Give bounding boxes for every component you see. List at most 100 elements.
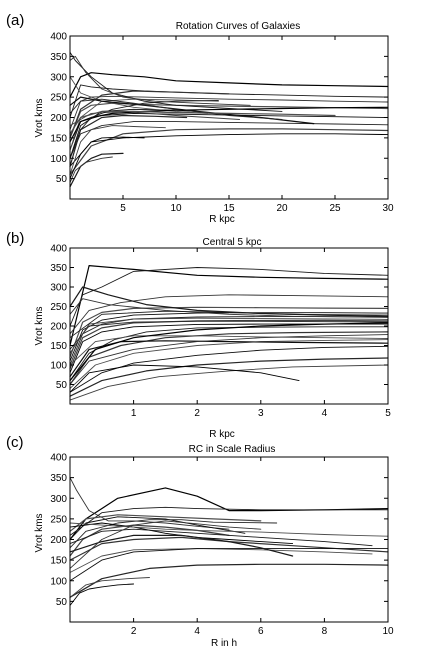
panel-c: (c) RC in Scale Radius R in h Vrot kms 2… <box>6 434 394 649</box>
panel-c-y-tick-label: 100 <box>50 576 67 587</box>
panel-a-y-tick-label: 150 <box>50 133 67 144</box>
panel-c-x-axis-label: R in h <box>211 638 237 649</box>
panel-b-rotation-curve-20 <box>69 320 389 350</box>
panel-b-rotation-curve-23 <box>69 310 389 339</box>
panel-b-y-tick-label: 250 <box>50 302 67 313</box>
panel-a: (a) Rotation Curves of Galaxies R kpc Vr… <box>6 12 394 225</box>
panel-b-x-tick-label: 4 <box>322 408 328 419</box>
panel-c-rotation-curve-15 <box>69 583 135 606</box>
panel-a-rotation-curve-3 <box>69 95 389 131</box>
panel-a-rotation-curve-5 <box>69 112 389 151</box>
panel-b-y-tick-label: 50 <box>56 380 68 391</box>
panel-a-rotation-curve-14 <box>69 125 166 176</box>
panel-a-rotation-curve-24 <box>69 55 251 106</box>
panel-a-letter: (a) <box>6 12 24 29</box>
panel-c-y-tick-label: 350 <box>50 473 67 484</box>
panel-c-title: RC in Scale Radius <box>189 444 276 455</box>
panel-c-plot-frame <box>69 456 389 623</box>
panel-a-rotation-curve-6 <box>69 121 389 159</box>
panel-b-rotation-curve-13 <box>69 357 389 397</box>
panel-c-curves <box>69 477 389 606</box>
panel-a-rotation-curve-23 <box>69 99 219 159</box>
panel-a-rotation-curve-17 <box>69 156 113 184</box>
panel-a-ticks: 5 10 15 20 25 30 50 100 150 200 250 300 350 400 <box>50 32 394 215</box>
panel-b-y-tick-label: 200 <box>50 322 67 333</box>
panel-b-plot-frame <box>69 247 389 405</box>
panel-a-y-tick-label: 100 <box>50 154 67 165</box>
panel-c-rotation-curve-17 <box>69 520 262 569</box>
panel-b-rotation-curve-17 <box>69 298 389 318</box>
panel-a-y-tick-label: 250 <box>50 93 67 104</box>
panel-c-rotation-curve-11 <box>69 548 373 573</box>
panel-b-rotation-curve-14 <box>69 364 389 401</box>
panel-c-ticks: 2 4 6 8 10 50 100 150 200 250 300 350 400 <box>50 453 394 638</box>
panel-b-rotation-curve-19 <box>69 340 389 378</box>
panel-a-rotation-curve-18 <box>69 76 209 114</box>
panel-c-x-tick-label: 10 <box>382 626 394 637</box>
panel-b-y-axis-label: Vrot kms <box>34 306 45 345</box>
panel-b-rotation-curve-12 <box>69 345 389 393</box>
panel-a-rotation-curve-11 <box>69 98 219 151</box>
panel-a-rotation-curve-22 <box>69 106 389 143</box>
panel-b-y-tick-label: 300 <box>50 283 67 294</box>
panel-a-rotation-curve-15 <box>69 136 145 180</box>
panel-c-x-tick-label: 2 <box>131 626 137 637</box>
panel-c-y-tick-label: 150 <box>50 556 67 567</box>
panel-c-rotation-curve-2 <box>69 506 389 536</box>
panel-b-rotation-curve-18 <box>69 335 389 366</box>
panel-b-y-tick-label: 100 <box>50 361 67 372</box>
panel-b-x-tick-label: 1 <box>131 408 137 419</box>
panel-a-rotation-curve-25 <box>69 110 336 135</box>
panel-c-rotation-curve-6 <box>69 519 278 549</box>
panel-b-ticks: 1 2 3 4 5 50 100 150 200 250 300 350 400 <box>50 244 391 420</box>
panel-c-y-tick-label: 300 <box>50 494 67 505</box>
panel-c-y-tick-label: 400 <box>50 453 67 464</box>
panel-b-y-tick-label: 150 <box>50 341 67 352</box>
panel-c-y-tick-label: 250 <box>50 514 67 525</box>
panel-a-x-tick-label: 5 <box>120 203 126 214</box>
panel-c-rotation-curve-9 <box>69 528 373 547</box>
panel-c-x-tick-label: 4 <box>194 626 200 637</box>
panel-b-x-tick-label: 3 <box>258 408 264 419</box>
panel-c-rotation-curve-8 <box>69 522 294 545</box>
panel-a-x-tick-label: 20 <box>276 203 288 214</box>
panel-a-title: Rotation Curves of Galaxies <box>176 21 301 32</box>
panel-a-x-tick-label: 15 <box>223 203 235 214</box>
panel-a-rotation-curve-7 <box>69 128 389 176</box>
panel-a-x-tick-label: 30 <box>382 203 394 214</box>
panel-c-rotation-curve-12 <box>69 548 389 582</box>
panel-b-rotation-curve-22 <box>69 322 389 382</box>
panel-a-x-tick-label: 10 <box>170 203 182 214</box>
panel-b-x-tick-label: 2 <box>194 408 200 419</box>
panel-b-y-tick-label: 350 <box>50 263 67 274</box>
panel-b-x-axis-label: R kpc <box>209 429 235 440</box>
panel-c-y-tick-label: 200 <box>50 535 67 546</box>
panel-c-y-axis-label: Vrot kms <box>34 513 45 552</box>
panel-b-rotation-curve-15 <box>69 364 300 393</box>
panel-b-y-tick-label: 400 <box>50 244 67 255</box>
panel-b-rotation-curve-1 <box>69 265 389 347</box>
panel-a-rotation-curve-8 <box>69 133 389 167</box>
panel-b-rotation-curve-8 <box>69 323 389 374</box>
panel-b-title: Central 5 kpc <box>203 237 262 248</box>
panel-c-rotation-curve-13 <box>69 563 389 598</box>
panel-b-rotation-curve-4 <box>69 306 389 358</box>
panel-c-rotation-curve-18 <box>69 522 389 537</box>
panel-a-y-axis-label: Vrot kms <box>34 98 45 137</box>
panel-c-rotation-curve-14 <box>69 577 150 598</box>
panel-a-curves <box>69 51 389 188</box>
panel-a-rotation-curve-16 <box>69 152 124 188</box>
panel-a-x-tick-label: 25 <box>329 203 341 214</box>
panel-a-rotation-curve-4 <box>69 102 389 139</box>
panel-c-x-tick-label: 6 <box>258 626 264 637</box>
panel-b-curves <box>69 265 389 401</box>
panel-a-rotation-curve-1 <box>69 72 389 98</box>
panel-b-x-tick-label: 5 <box>385 408 391 419</box>
panel-c-rotation-curve-1 <box>69 487 389 541</box>
panel-b-rotation-curve-16 <box>69 286 389 317</box>
panel-b: (b) Central 5 kpc R kpc Vrot kms 1 2 3 4 5 50… <box>6 230 391 440</box>
panel-a-y-tick-label: 50 <box>56 174 68 185</box>
panel-a-y-tick-label: 400 <box>50 32 67 43</box>
panel-c-rotation-curve-3 <box>69 477 230 530</box>
